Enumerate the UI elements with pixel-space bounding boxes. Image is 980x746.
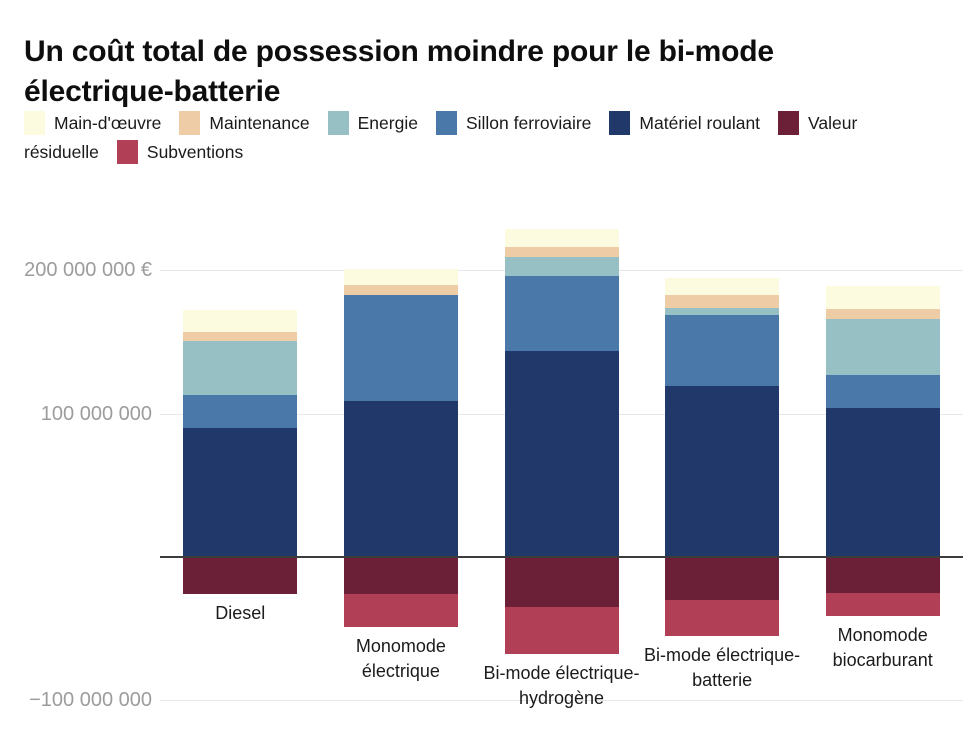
- y-tick-label-100: 100 000 000: [40, 402, 152, 425]
- legend-swatch-maintenance: [179, 111, 201, 135]
- bar-monomode-electrique-segment-materiel-roulant: [343, 400, 458, 557]
- legend-label-sillon-ferroviaire: Sillon ferroviaire: [465, 113, 592, 133]
- bar-diesel-segment-sillon-ferroviaire: [183, 395, 298, 428]
- bar-bi-mode-electrique-hydrogene-segment-subventions: [504, 607, 619, 655]
- category-label-monomode-biocarburant: Monomode biocarburant: [832, 624, 933, 670]
- y-tick-label-200: 200 000 000 €: [24, 259, 152, 282]
- category-label-bi-mode-electrique-batterie: Bi-mode électrique-batterie: [644, 644, 801, 690]
- category-label-bi-mode-electrique-hydrogene: Bi-mode électrique-hydrogène: [483, 663, 640, 709]
- bar-bi-mode-electrique-batterie-segment-valeur-residuelle: [665, 557, 780, 600]
- gridline--100: [160, 700, 963, 702]
- category-label-diesel: Diesel: [215, 603, 266, 624]
- bar-bi-mode-electrique-hydrogene-segment-sillon-ferroviaire: [504, 276, 619, 351]
- bar-monomode-biocarburant-segment-energie: [825, 319, 940, 375]
- legend-item-sillon-ferroviaire: Sillon ferroviaire: [435, 111, 609, 135]
- bar-bi-mode-electrique-hydrogene-segment-materiel-roulant: [504, 350, 619, 557]
- bar-bi-mode-electrique-hydrogene-segment-main-d-oeuvre: [504, 228, 619, 248]
- legend-item-main-d-oeuvre: Main-d'œuvre: [24, 111, 179, 135]
- legend-swatch-sillon-ferroviaire: [435, 111, 457, 135]
- bar-bi-mode-electrique-batterie-segment-maintenance: [665, 294, 780, 308]
- legend-item-materiel-roulant: Matériel roulant: [609, 111, 778, 135]
- bar-monomode-biocarburant-segment-main-d-oeuvre: [825, 286, 940, 310]
- bar-monomode-biocarburant-segment-sillon-ferroviaire: [825, 374, 940, 408]
- legend-item-valeur-residuelle: Valeur résiduelle: [24, 111, 858, 162]
- bar-monomode-biocarburant-segment-maintenance: [825, 309, 940, 320]
- legend-label-valeur-residuelle: Valeur résiduelle: [24, 113, 858, 162]
- y-tick-label--100: −100 000 000: [29, 689, 152, 712]
- legend-label-subventions: Subventions: [146, 142, 244, 162]
- bar-bi-mode-electrique-batterie-segment-energie: [665, 307, 780, 315]
- legend-swatch-materiel-roulant: [609, 111, 631, 135]
- bar-monomode-biocarburant-segment-materiel-roulant: [825, 407, 940, 557]
- bar-bi-mode-electrique-hydrogene-segment-energie: [504, 257, 619, 277]
- legend-label-energie: Energie: [357, 113, 418, 133]
- bar-monomode-electrique-segment-sillon-ferroviaire: [343, 294, 458, 401]
- chart-title: Un coût total de possession moindre pour…: [24, 35, 774, 108]
- legend-swatch-energie: [327, 111, 349, 135]
- bar-bi-mode-electrique-batterie-segment-subventions: [665, 599, 780, 636]
- bar-bi-mode-electrique-hydrogene-segment-maintenance: [504, 247, 619, 258]
- legend-swatch-valeur-residuelle: [778, 111, 800, 135]
- legend-label-materiel-roulant: Matériel roulant: [639, 113, 761, 133]
- legend-item-subventions: Subventions: [116, 140, 261, 164]
- bar-diesel-segment-maintenance: [183, 331, 298, 341]
- bar-diesel-segment-main-d-oeuvre: [183, 310, 298, 332]
- bar-bi-mode-electrique-batterie-segment-main-d-oeuvre: [665, 277, 780, 295]
- bar-monomode-electrique-segment-maintenance: [343, 284, 458, 295]
- bar-diesel-segment-materiel-roulant: [183, 428, 298, 557]
- legend-item-energie: Energie: [327, 111, 436, 135]
- legend-swatch-subventions: [116, 140, 138, 164]
- bar-monomode-electrique-segment-valeur-residuelle: [343, 557, 458, 595]
- bar-bi-mode-electrique-hydrogene-segment-valeur-residuelle: [504, 557, 619, 608]
- category-label-monomode-electrique: Monomode électrique: [355, 636, 446, 682]
- legend-swatch-main-d-oeuvre: [24, 111, 45, 135]
- bar-monomode-biocarburant-segment-valeur-residuelle: [825, 557, 940, 593]
- chart-legend: Main-d'œuvre Maintenance Energie Sillon fer…: [24, 109, 914, 167]
- bar-bi-mode-electrique-batterie-segment-materiel-roulant: [665, 386, 780, 557]
- bar-diesel-segment-energie: [183, 340, 298, 396]
- legend-label-maintenance: Maintenance: [209, 113, 310, 133]
- bar-diesel-segment-valeur-residuelle: [183, 557, 298, 595]
- bar-monomode-biocarburant-segment-subventions: [825, 592, 940, 616]
- bar-monomode-electrique-segment-main-d-oeuvre: [343, 268, 458, 285]
- legend-item-maintenance: Maintenance: [179, 111, 327, 135]
- bar-bi-mode-electrique-batterie-segment-sillon-ferroviaire: [665, 314, 780, 387]
- legend-label-main-d-oeuvre: Main-d'œuvre: [54, 113, 162, 133]
- zero-axis: [160, 556, 963, 558]
- bar-monomode-electrique-segment-subventions: [343, 594, 458, 628]
